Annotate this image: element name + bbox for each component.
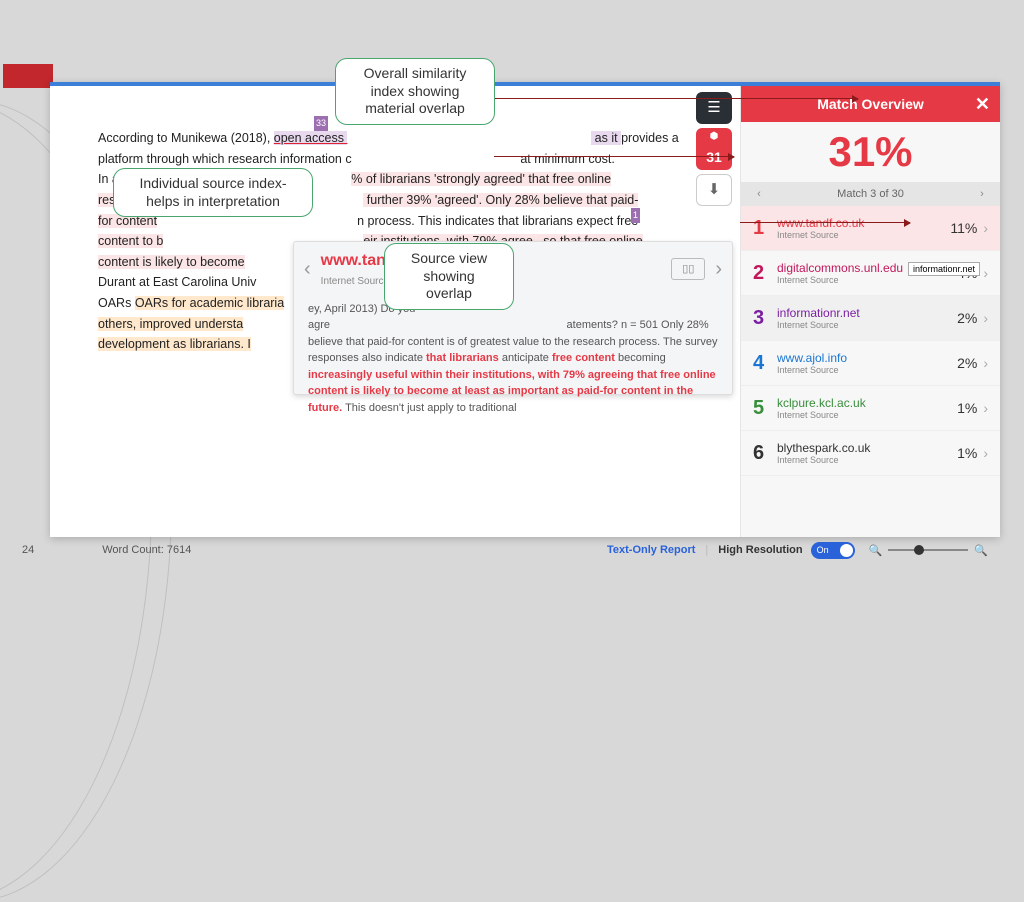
arrow-badge (494, 156, 734, 157)
arrow-source (740, 222, 910, 223)
ref-badge-33: 33 (314, 116, 328, 131)
arrow-overall (494, 98, 858, 99)
next-match-button[interactable]: › (972, 188, 992, 200)
source-item[interactable]: 1www.tandf.co.ukInternet Source11%› (741, 206, 1000, 251)
close-button[interactable]: ✕ (975, 94, 990, 115)
word-count: Word Count: 7614 (102, 544, 191, 556)
source-item[interactable]: 3informationr.netInternet Source2%› (741, 296, 1000, 341)
document-pane: 33 According to Munikewa (2018), open ac… (50, 86, 740, 537)
text-only-report-link[interactable]: Text-Only Report (607, 544, 695, 556)
prev-source-button[interactable]: ‹ (304, 253, 311, 286)
zoom-out-icon[interactable]: 🔍 (869, 544, 883, 557)
source-item[interactable]: 5kclpure.kcl.ac.ukInternet Source1%› (741, 386, 1000, 431)
sidebar-header: Match Overview ✕ (741, 86, 1000, 122)
compare-button[interactable]: ▯▯ (671, 258, 705, 280)
callout-source: Source view showing overlap (384, 243, 514, 310)
overall-percent: 31% (741, 122, 1000, 182)
similarity-badge[interactable]: ⬢31 (696, 128, 732, 170)
next-source-button[interactable]: › (715, 253, 722, 286)
source-body: ey, April 2013) Do you agrexxxxxxxxxxxxx… (294, 297, 732, 421)
match-sidebar: Match Overview ✕ 31% ‹ Match 3 of 30 › 1… (740, 86, 1000, 537)
source-item[interactable]: 6blythespark.co.ukInternet Source1%› (741, 431, 1000, 476)
page-number: 24 (22, 544, 34, 556)
high-res-toggle[interactable]: On (811, 542, 855, 559)
tooltip: informationr.net (908, 262, 980, 276)
zoom-in-icon[interactable]: 🔍 (974, 544, 988, 557)
source-item[interactable]: 4www.ajol.infoInternet Source2%› (741, 341, 1000, 386)
match-nav: ‹ Match 3 of 30 › (741, 182, 1000, 206)
prev-match-button[interactable]: ‹ (749, 188, 769, 200)
footer: 24 Word Count: 7614 Text-Only Report | H… (10, 537, 1000, 563)
toolbar: ☰ ⬢31 ⬇ (696, 92, 732, 206)
high-res-label: High Resolution (718, 544, 802, 556)
zoom-control[interactable]: 🔍 🔍 (869, 544, 988, 557)
app-window: 33 According to Munikewa (2018), open ac… (50, 82, 1000, 537)
callout-individual: Individual source index- helps in interp… (113, 168, 313, 217)
source-list: 1www.tandf.co.ukInternet Source11%›2digi… (741, 206, 1000, 537)
accent-bar (3, 64, 53, 88)
download-button[interactable]: ⬇ (696, 174, 732, 206)
ref-badge-1: 1 (631, 208, 640, 223)
callout-overall: Overall similarity index showing materia… (335, 58, 495, 125)
layers-button[interactable]: ☰ (696, 92, 732, 124)
